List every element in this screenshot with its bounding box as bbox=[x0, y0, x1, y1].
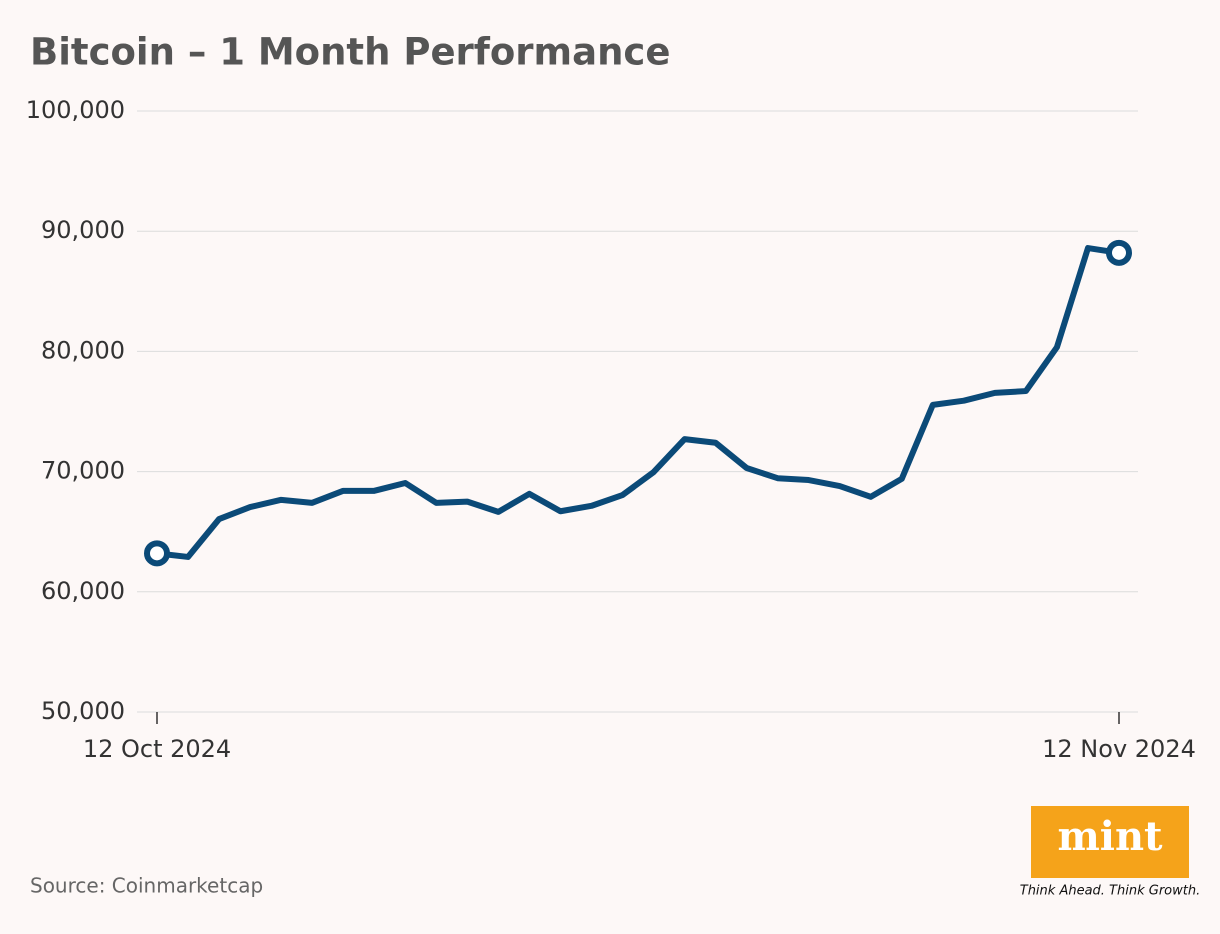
endpoint-marker bbox=[1106, 239, 1132, 266]
logo-tagline: Think Ahead. Think Growth. bbox=[1020, 884, 1200, 899]
y-tick-label: 60,000 bbox=[41, 577, 125, 605]
y-tick-label: 80,000 bbox=[41, 336, 125, 364]
endpoint-marker bbox=[144, 540, 170, 567]
source: Source: Coinmarketcap bbox=[30, 874, 263, 898]
x-tick-label: 12 Nov 2024 bbox=[1042, 735, 1196, 763]
chart-title: Bitcoin – 1 Month Performance bbox=[30, 31, 670, 74]
x-tick-label: 12 Oct 2024 bbox=[83, 735, 231, 763]
logo-box bbox=[1031, 806, 1189, 878]
y-tick-label: 70,000 bbox=[41, 457, 125, 485]
logo-text: mint bbox=[1057, 813, 1163, 860]
line bbox=[156, 245, 1120, 560]
y-tick-label: 50,000 bbox=[41, 697, 125, 725]
y-tick-label: 90,000 bbox=[41, 216, 125, 244]
y-tick-label: 100,000 bbox=[26, 96, 125, 124]
